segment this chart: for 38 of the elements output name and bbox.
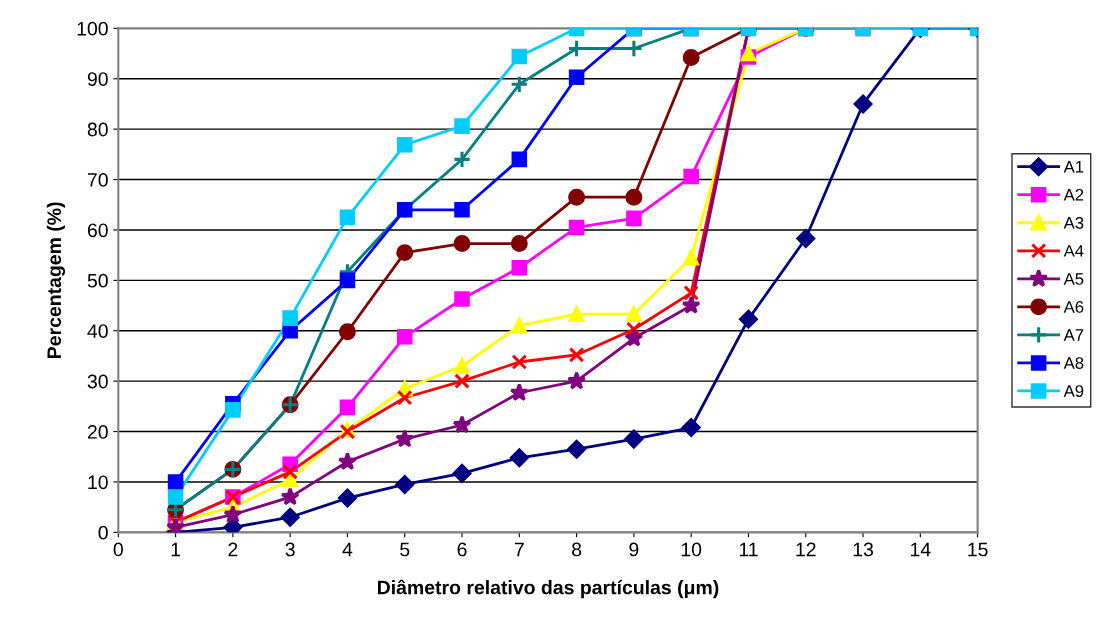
legend-label: A7 bbox=[1063, 329, 1084, 341]
y-tick-label: 80 bbox=[87, 122, 108, 137]
y-tick-label: 50 bbox=[87, 273, 108, 288]
x-tick-label: 3 bbox=[285, 542, 295, 557]
legend-label: A2 bbox=[1063, 188, 1084, 201]
x-tick-label: 7 bbox=[514, 542, 524, 557]
y-tick-label: 60 bbox=[87, 223, 108, 238]
x-tick-label: 0 bbox=[113, 542, 123, 557]
x-tick-label: 8 bbox=[572, 542, 582, 557]
x-tick-label: 6 bbox=[457, 542, 467, 557]
y-tick-label: 20 bbox=[87, 425, 108, 439]
x-tick-label: 11 bbox=[739, 542, 758, 557]
y-tick-label: 0 bbox=[98, 525, 108, 540]
x-tick-label: 9 bbox=[629, 542, 639, 557]
y-axis-title: Percentagem (%) bbox=[46, 202, 66, 358]
y-tick-label: 70 bbox=[87, 173, 108, 187]
x-tick-label: 14 bbox=[911, 542, 931, 557]
legend-label: A6 bbox=[1063, 301, 1084, 313]
legend-label: A5 bbox=[1063, 273, 1084, 285]
y-tick-label: 90 bbox=[87, 72, 108, 86]
y-tick-label: 40 bbox=[87, 324, 108, 338]
x-axis-title: Diâmetro relativo das partículas (μm) bbox=[377, 579, 719, 599]
x-tick-label: 1 bbox=[171, 542, 181, 557]
x-tick-label: 4 bbox=[342, 542, 353, 557]
legend-label: A9 bbox=[1063, 385, 1084, 397]
legend-label: A4 bbox=[1063, 245, 1084, 257]
y-tick-label: 30 bbox=[87, 374, 108, 389]
legend-label: A3 bbox=[1063, 216, 1084, 229]
y-tick-label: 10 bbox=[88, 475, 108, 490]
x-tick-label: 5 bbox=[400, 542, 410, 557]
x-tick-label: 12 bbox=[796, 542, 816, 557]
legend-label: A8 bbox=[1063, 357, 1084, 369]
x-tick-label: 13 bbox=[853, 542, 873, 557]
x-tick-label: 15 bbox=[968, 542, 988, 557]
x-tick-label: 10 bbox=[681, 542, 702, 557]
x-tick-label: 2 bbox=[228, 542, 238, 557]
y-tick-label: 100 bbox=[77, 21, 108, 36]
legend-label: A1 bbox=[1063, 161, 1084, 173]
